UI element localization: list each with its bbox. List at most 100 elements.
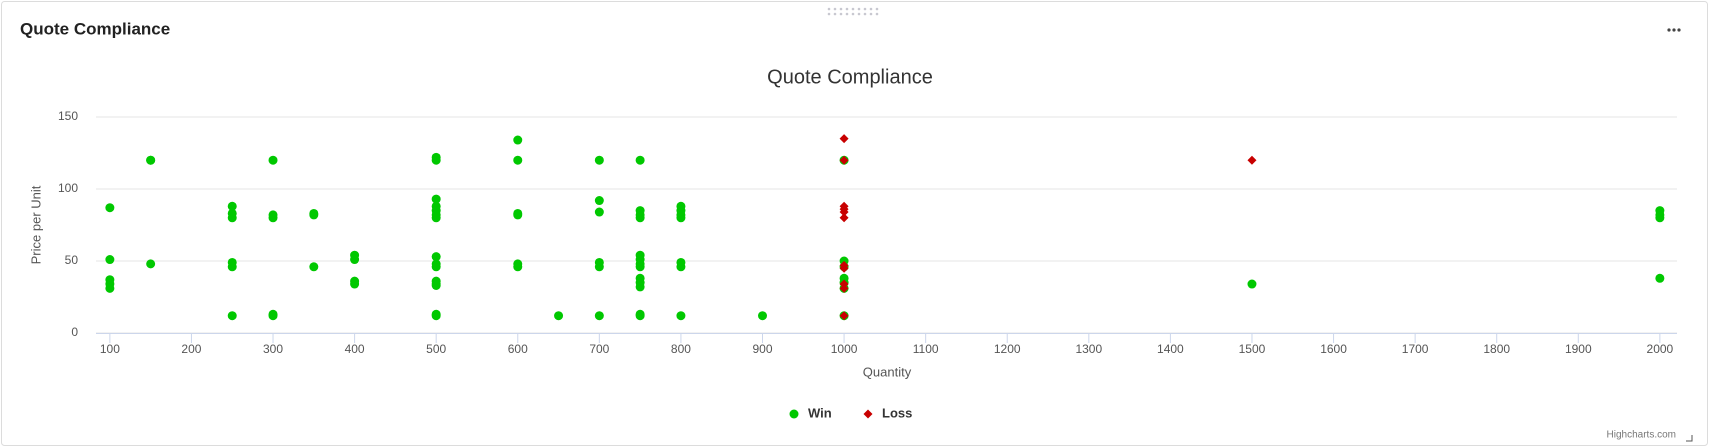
point — [554, 311, 564, 321]
drag-dot — [839, 12, 843, 16]
menu-dot[interactable] — [1672, 28, 1676, 32]
credits[interactable]: Highcharts.com — [1607, 430, 1676, 441]
x-tick-label: 600 — [508, 342, 528, 356]
point — [431, 155, 441, 165]
point — [513, 155, 523, 165]
point — [676, 311, 686, 321]
point — [513, 262, 523, 272]
point — [431, 252, 441, 262]
drag-dot — [845, 7, 849, 11]
point — [1247, 279, 1257, 289]
legend-item[interactable]: Loss — [863, 405, 913, 420]
drag-dot — [869, 12, 873, 16]
point — [227, 311, 237, 321]
point — [635, 282, 645, 292]
point — [431, 311, 441, 321]
drag-dot — [875, 7, 879, 11]
point — [513, 210, 523, 220]
point — [594, 311, 604, 321]
point — [676, 262, 686, 272]
point — [431, 280, 441, 290]
point — [227, 262, 237, 272]
menu-button[interactable] — [1667, 28, 1681, 32]
card-title: Quote Compliance — [20, 19, 170, 38]
drag-dot — [869, 7, 873, 11]
x-tick-label: 900 — [752, 342, 772, 356]
point — [635, 311, 645, 321]
y-axis-title: Price per Unit — [28, 185, 43, 264]
x-tick-label: 200 — [181, 342, 201, 356]
legend-marker — [789, 409, 799, 419]
x-tick-label: 1000 — [831, 342, 858, 356]
point — [431, 194, 441, 204]
drag-dot — [851, 7, 855, 11]
point — [839, 207, 849, 217]
point — [839, 134, 849, 144]
point — [513, 135, 523, 145]
drag-dot — [833, 12, 837, 16]
point — [676, 213, 686, 223]
x-tick-label: 1900 — [1565, 342, 1592, 356]
point — [268, 311, 278, 321]
x-tick-label: 1500 — [1239, 342, 1266, 356]
point — [1247, 155, 1257, 165]
x-tick-label: 1200 — [994, 342, 1021, 356]
point — [350, 279, 360, 289]
point — [839, 311, 849, 321]
point — [268, 213, 278, 223]
drag-dot — [827, 12, 831, 16]
x-tick-label: 700 — [589, 342, 609, 356]
point — [635, 262, 645, 272]
drag-dot — [857, 7, 861, 11]
drag-dot — [863, 12, 867, 16]
point — [1655, 273, 1665, 283]
point — [431, 262, 441, 272]
point — [105, 203, 115, 213]
drag-dot — [875, 12, 879, 16]
x-tick-label: 400 — [345, 342, 365, 356]
point — [839, 283, 849, 293]
point — [227, 213, 237, 223]
point — [146, 155, 156, 165]
drag-dot — [863, 7, 867, 11]
legend-item[interactable]: Win — [789, 405, 832, 420]
point — [594, 207, 604, 217]
point — [839, 263, 849, 273]
x-axis-title: Quantity — [863, 364, 912, 379]
drag-dot — [845, 12, 849, 16]
drag-handle[interactable] — [827, 7, 883, 17]
drag-dot — [857, 12, 861, 16]
x-tick-label: 1600 — [1320, 342, 1347, 356]
drag-dot — [839, 7, 843, 11]
y-tick-label: 100 — [58, 181, 78, 195]
menu-dot[interactable] — [1667, 28, 1671, 32]
point — [431, 213, 441, 223]
y-tick-label: 0 — [71, 325, 78, 339]
drag-dot — [827, 7, 831, 11]
point — [309, 262, 319, 272]
legend-label: Loss — [882, 405, 912, 420]
legend-label: Win — [808, 405, 832, 420]
x-tick-label: 1400 — [1157, 342, 1184, 356]
point — [594, 155, 604, 165]
point — [839, 213, 849, 223]
chart-title: Quote Compliance — [767, 66, 933, 88]
point — [635, 155, 645, 165]
drag-dot — [833, 7, 837, 11]
y-tick-label: 150 — [58, 109, 78, 123]
point — [105, 255, 115, 265]
menu-dot[interactable] — [1677, 28, 1681, 32]
point — [309, 210, 319, 220]
point — [758, 311, 767, 321]
y-tick-label: 50 — [65, 253, 79, 267]
point — [594, 196, 604, 206]
point — [594, 262, 604, 272]
x-tick-label: 100 — [100, 342, 120, 356]
x-tick-label: 500 — [426, 342, 446, 356]
legend-marker — [863, 409, 873, 419]
resize-handle[interactable] — [1686, 435, 1693, 442]
x-tick-label: 2000 — [1647, 342, 1674, 356]
